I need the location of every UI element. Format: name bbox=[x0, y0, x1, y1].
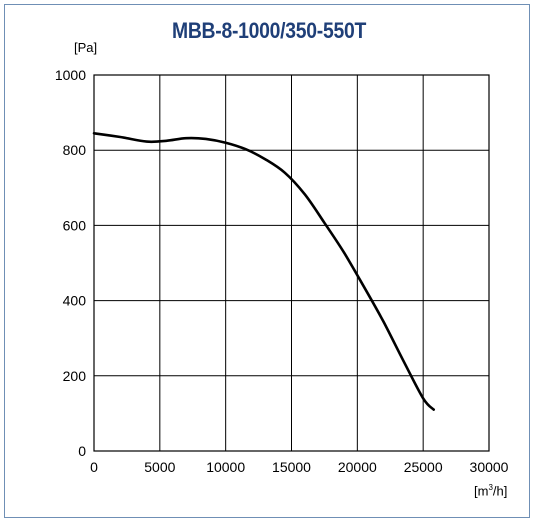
x-tick-label-4: 20000 bbox=[338, 459, 377, 475]
y-axis-unit-label: [Pa] bbox=[74, 40, 98, 55]
x-tick-label-5: 25000 bbox=[404, 459, 443, 475]
x-tick-label-0: 0 bbox=[90, 459, 98, 475]
x-axis-unit-label: [m3/h] bbox=[474, 483, 507, 498]
plot-area-border bbox=[93, 74, 490, 452]
chart-frame bbox=[4, 4, 530, 518]
x-tick-label-6: 30000 bbox=[470, 459, 509, 475]
x-tick-label-3: 15000 bbox=[272, 459, 311, 475]
x-unit-superscript: 3 bbox=[488, 483, 493, 492]
x-tick-label-1: 5000 bbox=[144, 459, 175, 475]
y-tick-label-4: 800 bbox=[63, 142, 87, 158]
x-unit-base: [m bbox=[474, 483, 489, 499]
y-tick-label-1: 200 bbox=[63, 368, 87, 384]
y-tick-label-3: 600 bbox=[63, 217, 87, 233]
x-unit-tail: /h] bbox=[492, 483, 508, 499]
y-tick-label-0: 0 bbox=[78, 443, 86, 459]
series-line-0 bbox=[92, 132, 435, 411]
y-tick-label-5: 1000 bbox=[55, 67, 86, 83]
chart-title: MBB-8-1000/350-550T bbox=[171, 18, 367, 43]
x-tick-label-2: 10000 bbox=[206, 459, 245, 475]
y-tick-label-2: 400 bbox=[63, 293, 87, 309]
